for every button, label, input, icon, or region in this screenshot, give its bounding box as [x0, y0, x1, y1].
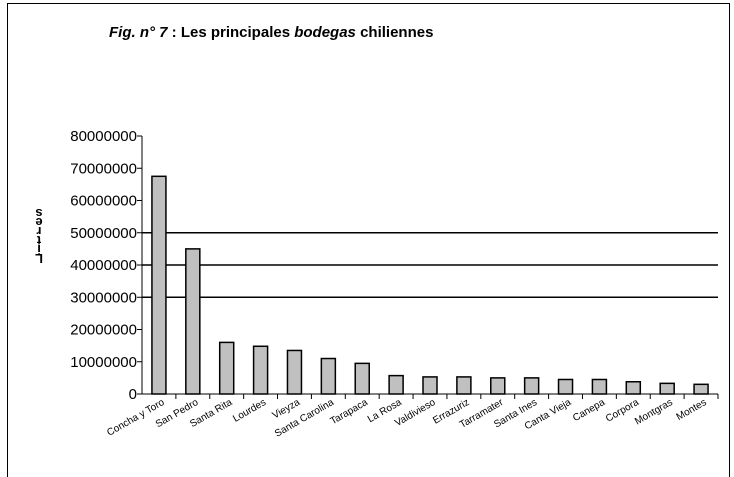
axes — [141, 136, 718, 395]
chart-title: Fig. n° 7 : Les principales bodegas chil… — [109, 24, 433, 41]
y-tick-labels: 0 10000000 20000000 30000000 40000000 5000000… — [70, 128, 142, 403]
title-text-b: chiliennes — [355, 24, 434, 41]
bar — [591, 378, 608, 395]
bar — [693, 383, 709, 395]
x-tick-label: Tarapaca — [329, 397, 371, 427]
x-tick-label: Montes — [675, 397, 709, 423]
bar — [185, 248, 201, 395]
title-text-a: : Les principales — [167, 24, 295, 41]
bar — [659, 382, 675, 395]
grid-lines — [142, 232, 718, 298]
y-tick-label: 0 — [129, 386, 137, 403]
bar — [151, 175, 167, 395]
bar — [490, 377, 506, 395]
y-tick-label: 20000000 — [70, 322, 137, 339]
title-figure-number: Fig. n° 7 — [109, 24, 168, 41]
y-tick-label: 50000000 — [70, 225, 137, 242]
bar — [523, 377, 540, 395]
bar — [286, 349, 303, 395]
bar — [320, 357, 337, 395]
bars — [151, 175, 709, 395]
bar — [354, 362, 370, 395]
y-tick-label: 40000000 — [70, 257, 137, 274]
bar — [252, 345, 269, 395]
y-tick-label: 10000000 — [70, 354, 137, 371]
bar — [422, 376, 438, 395]
y-tick-label: 30000000 — [70, 289, 137, 306]
x-tick-label: Canepa — [571, 397, 607, 424]
y-tick-label: 80000000 — [70, 128, 137, 145]
bar — [625, 380, 642, 395]
bar — [218, 341, 235, 395]
bar — [557, 378, 574, 395]
y-tick-label: 60000000 — [70, 193, 137, 210]
bar — [456, 376, 472, 395]
x-tick-label: Lourdes — [231, 397, 268, 425]
x-tick-label: Montgras — [633, 397, 675, 427]
bar — [388, 374, 404, 395]
title-italic-word: bodegas — [294, 24, 356, 41]
x-tick-label: Santa Carolina — [273, 397, 336, 440]
chart-frame — [7, 3, 730, 477]
y-tick-label: 70000000 — [70, 160, 137, 177]
